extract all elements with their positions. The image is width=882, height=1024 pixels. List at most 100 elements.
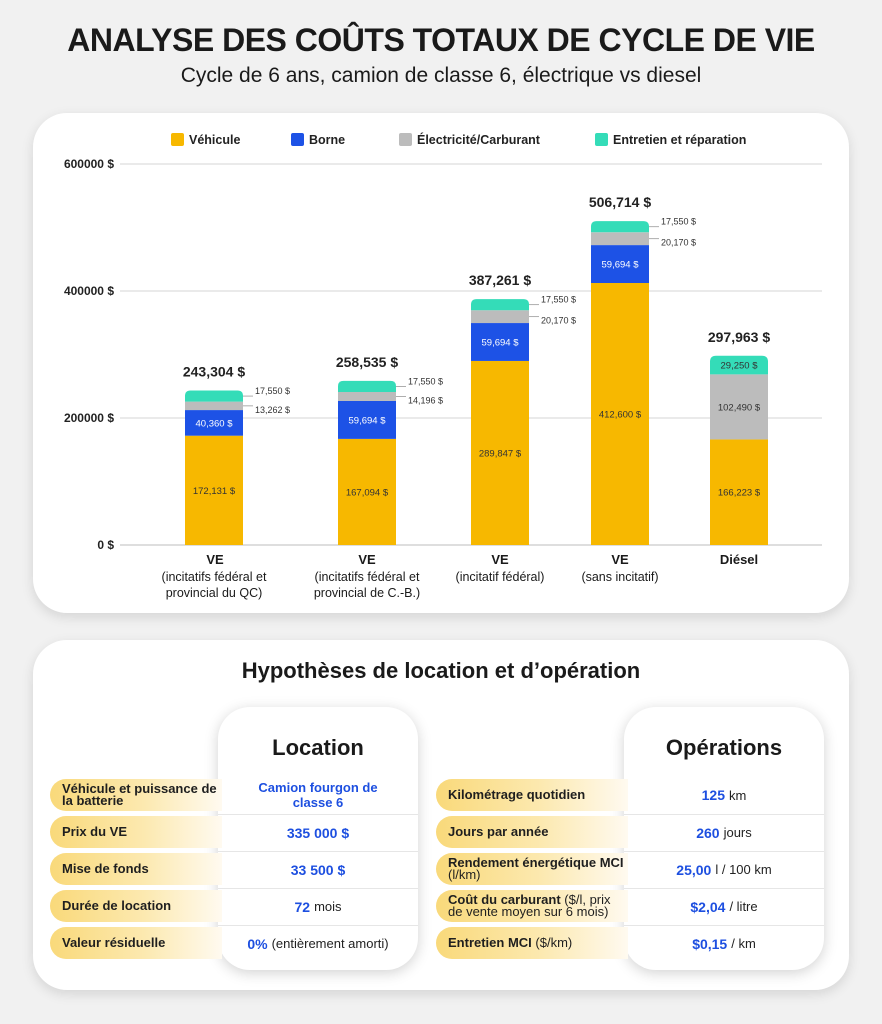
data-label: 412,600 $	[599, 409, 642, 420]
bar-segment-borne	[471, 323, 529, 361]
x-category-label: VE	[491, 552, 509, 567]
operations-row-value: $0,15/ km	[624, 925, 824, 961]
operations-row-label: Coût du carburant ($/l, prix de vente mo…	[436, 890, 628, 922]
x-category-label: VE	[611, 552, 629, 567]
data-label: 167,094 $	[346, 487, 389, 498]
bar-segment-v-hicule	[471, 360, 529, 545]
operations-row-label-text: Entretien MCI ($/km)	[448, 935, 573, 950]
bar-segment-v-hicule	[710, 439, 768, 545]
x-category-label: Diésel	[720, 552, 758, 567]
bar-segment--lectricit-carburant	[471, 310, 529, 324]
page-title: ANALYSE DES COÛTS TOTAUX DE CYCLE DE VIE	[67, 22, 815, 58]
location-value-unit: mois	[314, 899, 342, 914]
data-label: 59,694 $	[602, 260, 640, 271]
bar-segment--lectricit-carburant	[185, 401, 243, 411]
location-row-label: Prix du VE	[50, 816, 222, 848]
location-panel: Location	[218, 707, 418, 970]
location-row-value: Camion fourgon de classe 6	[218, 777, 418, 813]
bar-segment-entretien-et-r-paration	[471, 299, 529, 311]
operations-row-label-note: ($/l, prix de vente moyen sur 6 mois)	[448, 892, 611, 919]
operations-value-unit: km	[729, 787, 747, 803]
x-category-sublabel: (incitatifs fédéral et	[162, 570, 267, 584]
data-label: 20,170 $	[541, 316, 576, 326]
data-label: 166,223 $	[718, 488, 761, 499]
bar-total-label: 297,963 $	[708, 329, 770, 345]
y-tick-label: 0 $	[97, 538, 114, 552]
operations-row-label-note: ($/km)	[535, 935, 573, 950]
bar-segment-entretien-et-r-paration	[338, 380, 396, 392]
bar-segment-borne	[185, 410, 243, 436]
bar-segment-borne	[338, 400, 396, 439]
bar-segment-borne	[591, 245, 649, 283]
operations-value-text: 125	[701, 787, 725, 803]
x-category-sublabel: (sans incitatif)	[581, 570, 658, 584]
y-tick-label: 400000 $	[64, 284, 114, 298]
assumptions-title: Hypothèses de location et d’opération	[241, 658, 641, 683]
bar-segment-entretien-et-r-paration	[710, 355, 768, 375]
bar-segment-v-hicule	[185, 435, 243, 545]
data-label: 14,196 $	[408, 395, 443, 405]
data-label: 59,694 $	[349, 415, 387, 426]
location-value-text: 0%	[247, 935, 268, 952]
location-row-value: 72 mois	[218, 888, 418, 924]
bar-segment--lectricit-carburant	[591, 232, 649, 246]
chart-card: Véhicule Borne Électricité/Carburant Entret…	[33, 113, 849, 613]
bar-segment--lectricit-carburant	[710, 374, 768, 440]
legend-swatch-3	[399, 133, 412, 146]
operations-value-unit: / litre	[729, 899, 758, 914]
x-category-label: VE	[206, 552, 224, 567]
operations-value-unit: jours	[723, 825, 752, 840]
legend-label-2: Borne	[309, 133, 345, 147]
operations-value-text: 25,00	[676, 861, 712, 878]
data-label: 172,131 $	[193, 486, 236, 497]
location-row-value: 335 000 $	[218, 814, 418, 850]
location-row-label: Véhicule et puissance de la batterie	[50, 779, 222, 811]
bar-segment-entretien-et-r-paration	[185, 390, 243, 402]
y-tick-label: 600000 $	[64, 157, 114, 171]
operations-row-value: $2,04/ litre	[624, 888, 824, 924]
legend-label-1: Véhicule	[189, 133, 240, 147]
bar-segment-v-hicule	[591, 282, 649, 545]
bar-total-label: 387,261 $	[469, 272, 531, 288]
operations-row-label-note: (l/km)	[448, 867, 481, 882]
page-subtitle: Cycle de 6 ans, camion de classe 6, élec…	[180, 64, 702, 87]
location-row-value: 0% (entièrement amorti)	[218, 925, 418, 961]
operations-value-text: $2,04	[690, 898, 726, 915]
location-value-text: 335 000 $	[286, 824, 350, 841]
data-label: 17,550 $	[661, 217, 696, 227]
bar-segment-entretien-et-r-paration	[591, 221, 649, 233]
data-label: 40,360 $	[196, 418, 234, 429]
data-label: 17,550 $	[541, 295, 576, 305]
location-row-label: Valeur résiduelle	[50, 927, 222, 959]
legend-swatch-2	[291, 133, 304, 146]
operations-row-label-text: Coût du carburant ($/l, prix de vente mo…	[448, 892, 611, 919]
stacked-bar-chart: Véhicule Borne Électricité/Carburant Entret…	[64, 132, 822, 600]
operations-row-value: 260 jours	[624, 814, 824, 850]
operations-row-label: Kilométrage quotidien	[436, 779, 628, 811]
x-category-sublabel: (incitatifs fédéral et	[315, 570, 420, 584]
y-tick-label: 200000 $	[64, 411, 114, 425]
operations-value-text: $0,15	[692, 935, 728, 952]
operations-value-unit: / km	[731, 936, 756, 951]
location-value-text: 72	[294, 898, 311, 915]
x-category-sublabel: provincial du QC)	[166, 586, 263, 600]
operations-heading: Opérations	[665, 735, 783, 760]
bar-segment--lectricit-carburant	[338, 391, 396, 401]
data-label: 20,170 $	[661, 238, 696, 248]
operations-row-label: Entretien MCI ($/km)	[436, 927, 628, 959]
operations-row-label: Rendement énergétique MCI (l/km)	[436, 853, 628, 885]
operations-row-label-text: Rendement énergétique MCI (l/km)	[448, 855, 624, 882]
operations-row-label-text: Kilométrage quotidien	[448, 787, 586, 802]
location-row-label: Mise de fonds	[50, 853, 222, 885]
x-category-sublabel: provincial de C.-B.)	[314, 586, 420, 600]
x-category-label: VE	[358, 552, 376, 567]
operations-value-text: 260	[696, 824, 720, 841]
location-row-value: 33 500 $	[218, 851, 418, 887]
location-value-text: 33 500 $	[290, 861, 346, 878]
operations-value-unit: l / 100 km	[715, 862, 772, 877]
data-label: 289,847 $	[479, 448, 522, 459]
location-value-unit: (entièrement amorti)	[271, 936, 389, 951]
location-heading: Location	[272, 735, 364, 760]
location-value-text: Camion fourgon de classe 6	[258, 780, 378, 810]
legend-swatch-4	[595, 133, 608, 146]
